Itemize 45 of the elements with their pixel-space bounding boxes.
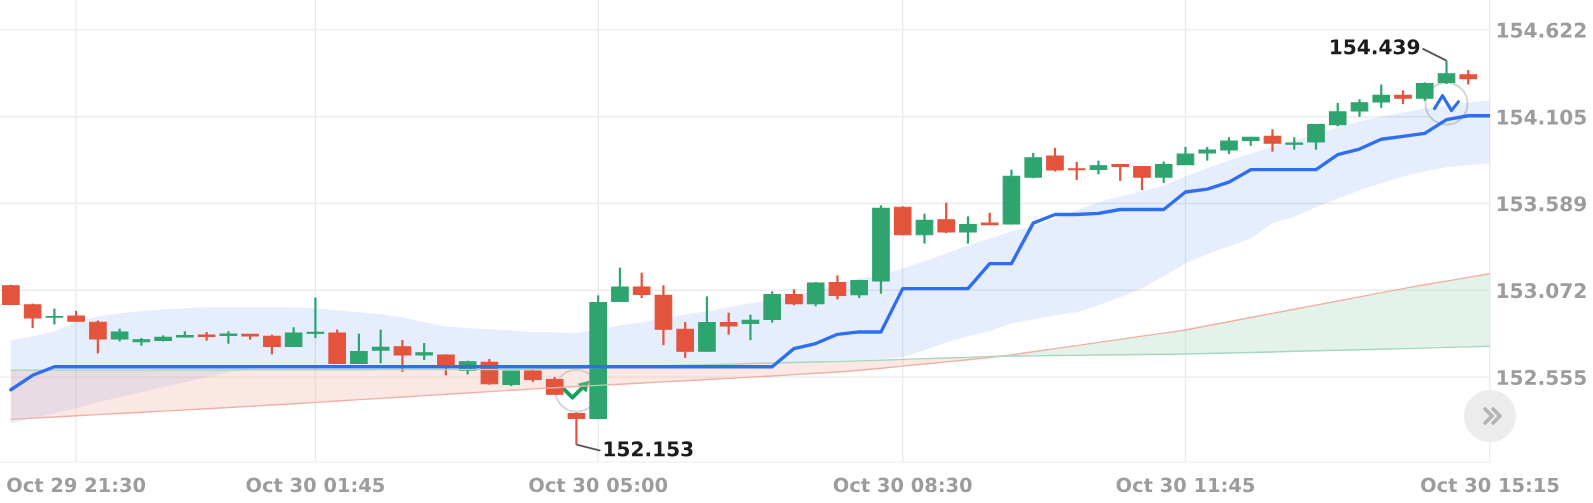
candlestick [567,411,586,446]
candlestick [393,338,412,373]
line-series [10,272,1490,421]
candlestick [1415,81,1434,102]
candlestick [437,353,455,377]
annotation: 154.439 [1331,39,1420,55]
x-tick-label: Oct 30 15:15 [1421,477,1559,493]
candlestick [676,320,695,360]
y-tick-label: 152.555 [1497,369,1586,386]
candlestick [828,274,847,301]
x-tick-label: Oct 29 21:30 [7,477,146,493]
candlestick [1307,123,1325,151]
candlestick [1437,59,1456,86]
y-tick-label: 154.105 [1497,109,1586,125]
candlestick [959,215,977,245]
x-tick-label: Oct 30 01:45 [246,477,384,493]
candlestick [1024,151,1043,180]
y-tick-label: 154.622 [1497,22,1586,38]
x-tick-label: Oct 30 05:00 [529,477,668,493]
y-tick-label: 153.589 [1497,196,1586,212]
candlestick [371,328,390,365]
candlestick [306,296,325,340]
candlestick [937,201,956,235]
annotation: 152.153 [604,441,693,457]
candlestick [263,333,281,356]
x-tick-label: Oct 30 11:45 [1116,477,1255,493]
candlestick [350,332,368,365]
candlestick [632,271,651,300]
candlestick [806,280,825,308]
candlestick [219,330,238,345]
candlestick [915,212,934,245]
candlestick [719,311,738,336]
candlestick [1154,160,1173,185]
candlestick [1372,83,1391,109]
candlestick [1328,101,1347,128]
candlestick [1263,128,1282,153]
candlestick [611,266,629,304]
candlestick [1133,165,1151,192]
candlestick [89,319,107,355]
candlestick [23,302,42,330]
candlestick [1067,160,1086,182]
y-tick-label: 153.072 [1497,283,1586,299]
x-tick-label: Oct 30 08:30 [833,477,972,493]
candlestick [284,326,303,348]
candlestick [1046,146,1064,173]
